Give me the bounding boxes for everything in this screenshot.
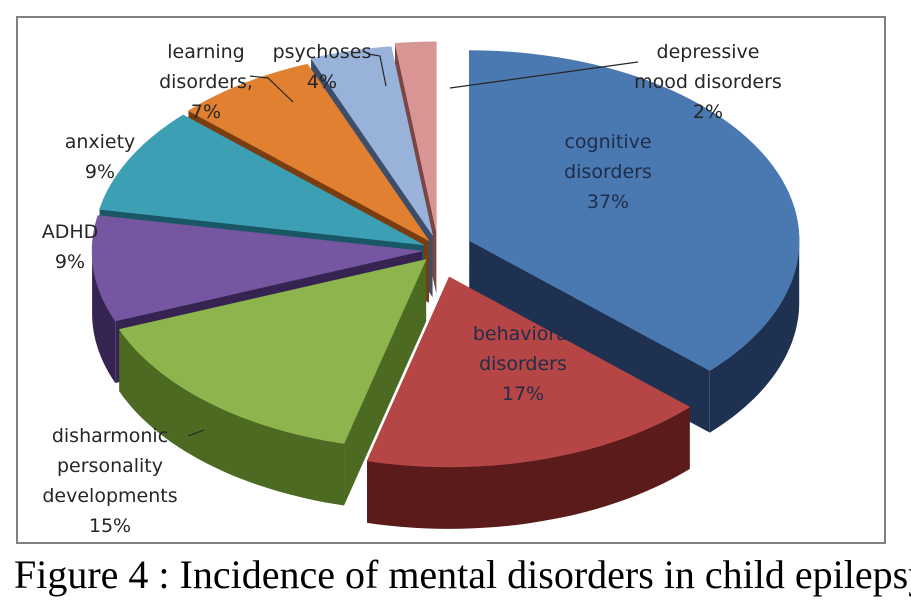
slice-behavioral-disorders-rim-0 [367,407,690,529]
label-psychoses-line-2: 4% [307,71,337,93]
label-behavioral-disorders-line-3: 17% [502,383,544,405]
slice-anxiety-top [99,114,424,246]
label-cognitive-disorders-line-2: disorders [564,161,652,183]
pie-chart: cognitive disorders 37% behavioral disorders… [42,41,800,537]
label-depressive-mood-disorders-line-3: 2% [693,101,723,123]
chart-frame: cognitive disorders 37% behavioral disorders… [16,16,886,544]
label-disharmonic-personality-developments-line-1: disharmonic [52,425,168,447]
slice-cognitive-disorders-top [468,50,800,371]
slice-depressive-mood-disorders-top [394,41,437,232]
label-depressive-mood-disorders-line-1: depressive [657,41,760,63]
slice-disharmonic-personality-developments-top [118,259,427,444]
slice-adhd-rim-0 [92,251,116,383]
label-cognitive-disorders-line-3: 37% [587,191,629,213]
label-disharmonic-personality-developments-leader-line [187,429,205,437]
label-psychoses-line-1: psychoses [273,41,372,63]
label-depressive-mood-disorders-leader-line [449,61,639,89]
slice-disharmonic-personality-developments [118,259,427,506]
label-anxiety-line-2: 9% [85,161,115,183]
label-disharmonic-personality-developments-line-2: personality [57,455,163,477]
label-adhd-line-2: 9% [55,251,85,273]
label-psychoses-leader-line [367,53,387,87]
label-anxiety-line-1: anxiety [65,131,136,153]
label-learning-disorders-line-3: 7% [191,101,221,123]
slice-psychoses-top [310,46,433,236]
label-disharmonic-personality-developments-line-4: 15% [89,515,131,537]
slice-cognitive-disorders [468,50,800,433]
label-disharmonic-personality-developments-line-3: developments [42,485,177,507]
figure-caption: Figure 4 : Incidence of mental disorders… [14,552,911,597]
label-learning-disorders-leader-line [249,75,294,103]
label-learning-disorders-line-2: disorders, [159,71,253,93]
label-cognitive-disorders-line-1: cognitive [564,131,651,153]
slice-behavioral-disorders [366,276,691,529]
slice-cognitive-disorders-wall-1 [469,240,710,433]
label-learning-disorders-line-1: learning [167,41,245,63]
slice-disharmonic-personality-developments-rim-0 [119,329,344,506]
slice-cognitive-disorders-rim-0 [709,240,800,433]
label-behavioral-disorders-line-1: behavioral [473,323,573,345]
label-behavioral-disorders-line-2: disorders [479,353,567,375]
label-adhd-line-1: ADHD [42,221,99,243]
slice-adhd-top [91,215,423,322]
slice-learning-disorders-top [187,63,430,241]
label-depressive-mood-disorders-line-2: mood disorders [634,71,782,93]
slice-behavioral-disorders-top [366,276,691,468]
